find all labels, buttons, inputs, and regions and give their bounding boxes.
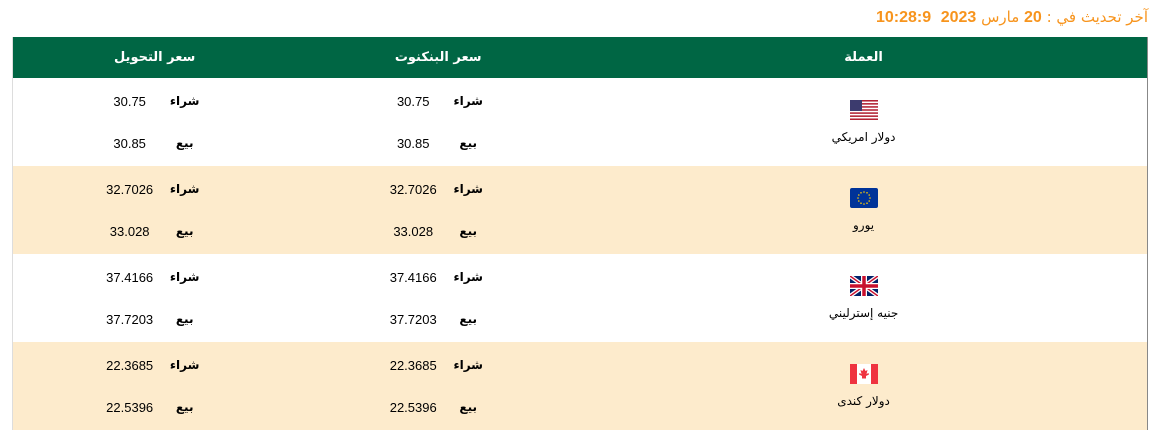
transfer-sell: بيع 37.7203 bbox=[13, 298, 296, 340]
update-time: 10:28:9 bbox=[876, 9, 932, 26]
transfer-cell: شراء 32.7026 بيع 33.028 bbox=[12, 166, 297, 254]
buy-value: 22.3685 bbox=[389, 357, 437, 373]
update-day: 20 bbox=[1024, 9, 1042, 26]
table-row: جنيه إسترليني شراء 37.4166 بيع 37.7203 شرا… bbox=[13, 254, 1148, 342]
sell-label: بيع bbox=[175, 136, 194, 150]
currency-cell: دولار كندى bbox=[580, 342, 1148, 430]
banknote-sell: بيع 30.85 bbox=[296, 122, 580, 164]
currency-cell: جنيه إسترليني bbox=[580, 254, 1147, 342]
sell-label: بيع bbox=[459, 224, 478, 238]
currency-name: دولار كندى bbox=[837, 394, 890, 408]
transfer-buy: شراء 22.3685 bbox=[13, 344, 296, 386]
sell-value: 22.5396 bbox=[106, 399, 154, 415]
table-row: دولار كندى شراء 22.3685 بيع 22.5396 شراء 22… bbox=[12, 342, 1148, 430]
sell-label: بيع bbox=[459, 136, 478, 150]
sell-label: بيع bbox=[175, 224, 194, 238]
update-label: آخر تحديث في : bbox=[1046, 8, 1148, 26]
buy-label: شراء bbox=[453, 358, 483, 372]
transfer-buy: شراء 30.75 bbox=[13, 80, 296, 122]
buy-label: شراء bbox=[169, 270, 200, 284]
banknote-cell: شراء 32.7026 بيع 33.028 bbox=[296, 166, 581, 254]
sell-value: 37.7203 bbox=[389, 311, 437, 327]
sell-label: بيع bbox=[459, 312, 478, 326]
buy-value: 30.75 bbox=[396, 93, 430, 109]
uk-flag-icon bbox=[849, 276, 878, 296]
update-month: مارس bbox=[981, 8, 1020, 26]
header-currency: العملة bbox=[580, 37, 1148, 78]
buy-value: 22.3685 bbox=[106, 357, 154, 373]
table-row: يورو شراء 32.7026 بيع 33.028 شراء 32.7026 ب… bbox=[12, 166, 1148, 254]
us-flag-icon bbox=[849, 100, 878, 120]
transfer-sell: بيع 22.5396 bbox=[13, 386, 296, 428]
currency-name: جنيه إسترليني bbox=[828, 306, 899, 320]
banknote-buy: شراء 37.4166 bbox=[296, 256, 580, 298]
banknote-cell: شراء 30.75 بيع 30.85 bbox=[296, 78, 580, 166]
update-year: 2023 bbox=[940, 9, 977, 26]
sell-value: 37.7203 bbox=[106, 311, 154, 327]
sell-label: بيع bbox=[175, 400, 194, 414]
ca-flag-icon bbox=[849, 364, 878, 384]
transfer-cell: شراء 22.3685 بيع 22.5396 bbox=[12, 342, 297, 430]
buy-label: شراء bbox=[169, 94, 200, 108]
eu-flag-icon bbox=[849, 188, 878, 208]
transfer-buy: شراء 37.4166 bbox=[13, 256, 296, 298]
buy-label: شراء bbox=[453, 94, 483, 108]
banknote-cell: شراء 22.3685 بيع 22.5396 bbox=[296, 342, 581, 430]
sell-value: 30.85 bbox=[113, 135, 146, 151]
buy-value: 37.4166 bbox=[389, 269, 437, 285]
banknote-buy: شراء 22.3685 bbox=[296, 344, 580, 386]
buy-label: شراء bbox=[169, 182, 200, 196]
buy-value: 37.4166 bbox=[106, 269, 154, 285]
banknote-sell: بيع 22.5396 bbox=[296, 386, 580, 428]
transfer-cell: شراء 37.4166 بيع 37.7203 bbox=[13, 254, 297, 342]
currency-cell: دولار امريكي bbox=[580, 78, 1147, 166]
sell-label: بيع bbox=[175, 312, 194, 326]
header-transfer: سعر التحويل bbox=[12, 37, 297, 78]
buy-value: 32.7026 bbox=[389, 181, 437, 197]
sell-label: بيع bbox=[459, 400, 478, 414]
banknote-buy: شراء 30.75 bbox=[296, 80, 580, 122]
buy-label: شراء bbox=[453, 182, 483, 196]
banknote-buy: شراء 32.7026 bbox=[296, 168, 580, 210]
sell-value: 33.028 bbox=[109, 223, 150, 239]
banknote-sell: بيع 37.7203 bbox=[296, 298, 580, 340]
banknote-sell: بيع 33.028 bbox=[296, 210, 580, 252]
header-banknote: سعر البنكنوت bbox=[296, 37, 581, 78]
currency-cell: يورو bbox=[580, 166, 1148, 254]
currency-name: يورو bbox=[852, 218, 875, 232]
buy-label: شراء bbox=[169, 358, 200, 372]
transfer-cell: شراء 30.75 بيع 30.85 bbox=[13, 78, 297, 166]
currency-name: دولار امريكي bbox=[831, 130, 896, 144]
exchange-rates-table: العملة سعر البنكنوت سعر التحويل دولار ام… bbox=[12, 37, 1148, 430]
transfer-buy: شراء 32.7026 bbox=[13, 168, 296, 210]
buy-value: 32.7026 bbox=[106, 181, 154, 197]
last-update: آخر تحديث في : 20 مارس 2023 10:28:9 bbox=[876, 8, 1148, 27]
sell-value: 22.5396 bbox=[389, 399, 437, 415]
sell-value: 33.028 bbox=[393, 223, 434, 239]
transfer-sell: بيع 33.028 bbox=[13, 210, 296, 252]
table-row: دولار امريكي شراء 30.75 بيع 30.85 شراء 30.7… bbox=[13, 78, 1148, 166]
banknote-cell: شراء 37.4166 بيع 37.7203 bbox=[296, 254, 580, 342]
buy-label: شراء bbox=[453, 270, 483, 284]
sell-value: 30.85 bbox=[396, 135, 430, 151]
transfer-sell: بيع 30.85 bbox=[13, 122, 296, 164]
buy-value: 30.75 bbox=[113, 93, 146, 109]
